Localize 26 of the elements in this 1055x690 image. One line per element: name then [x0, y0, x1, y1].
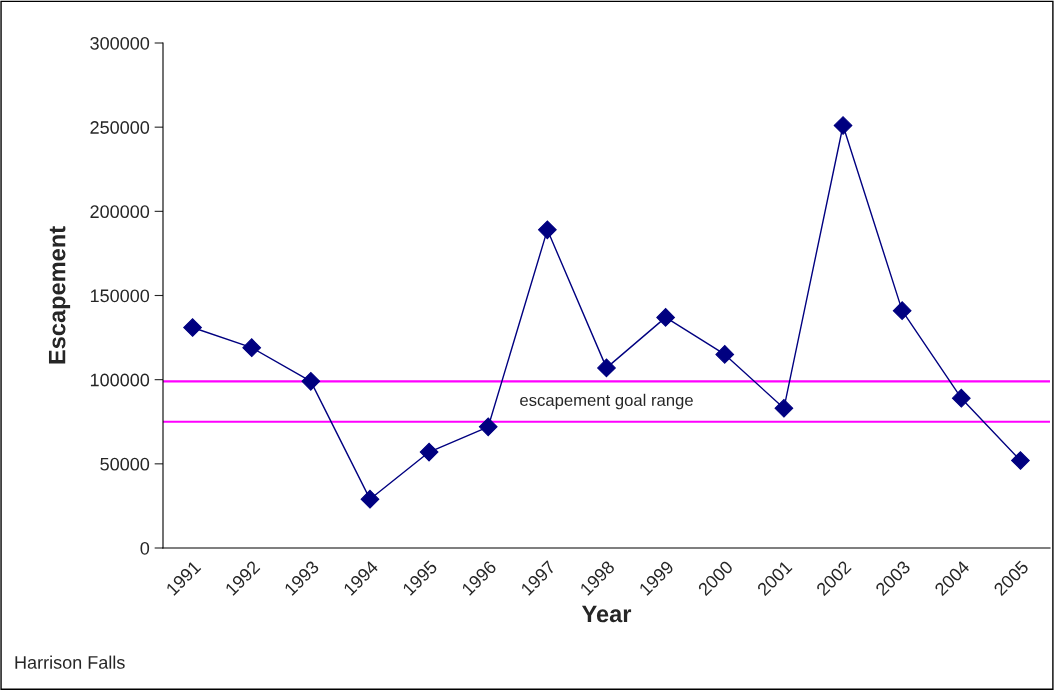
point [656, 308, 675, 327]
point [360, 489, 380, 509]
point [1011, 451, 1030, 470]
text: Harrison Falls [15, 655, 125, 669]
y-tick-label: 250000 [90, 121, 150, 134]
y-tick-label: 150000 [90, 289, 150, 303]
y-tick-label: 300000 [90, 36, 150, 50]
point [597, 358, 616, 378]
point [951, 388, 971, 408]
y-tick-label: 100000 [90, 373, 150, 387]
y-tick-label: 50000 [100, 457, 150, 471]
y-tick-label: 0 [140, 541, 150, 555]
point [419, 442, 439, 462]
point [478, 417, 498, 437]
point [774, 398, 794, 418]
point [833, 116, 853, 135]
point [715, 345, 735, 364]
y-tick-label: 200000 [90, 205, 150, 219]
point [892, 301, 912, 321]
point [538, 220, 557, 240]
x-axis-title: Year [581, 605, 632, 623]
annotation: escapement goal range [520, 393, 693, 410]
point [242, 338, 262, 358]
point [183, 318, 202, 337]
point [301, 371, 321, 391]
y-axis-title: Escapement [48, 226, 71, 364]
